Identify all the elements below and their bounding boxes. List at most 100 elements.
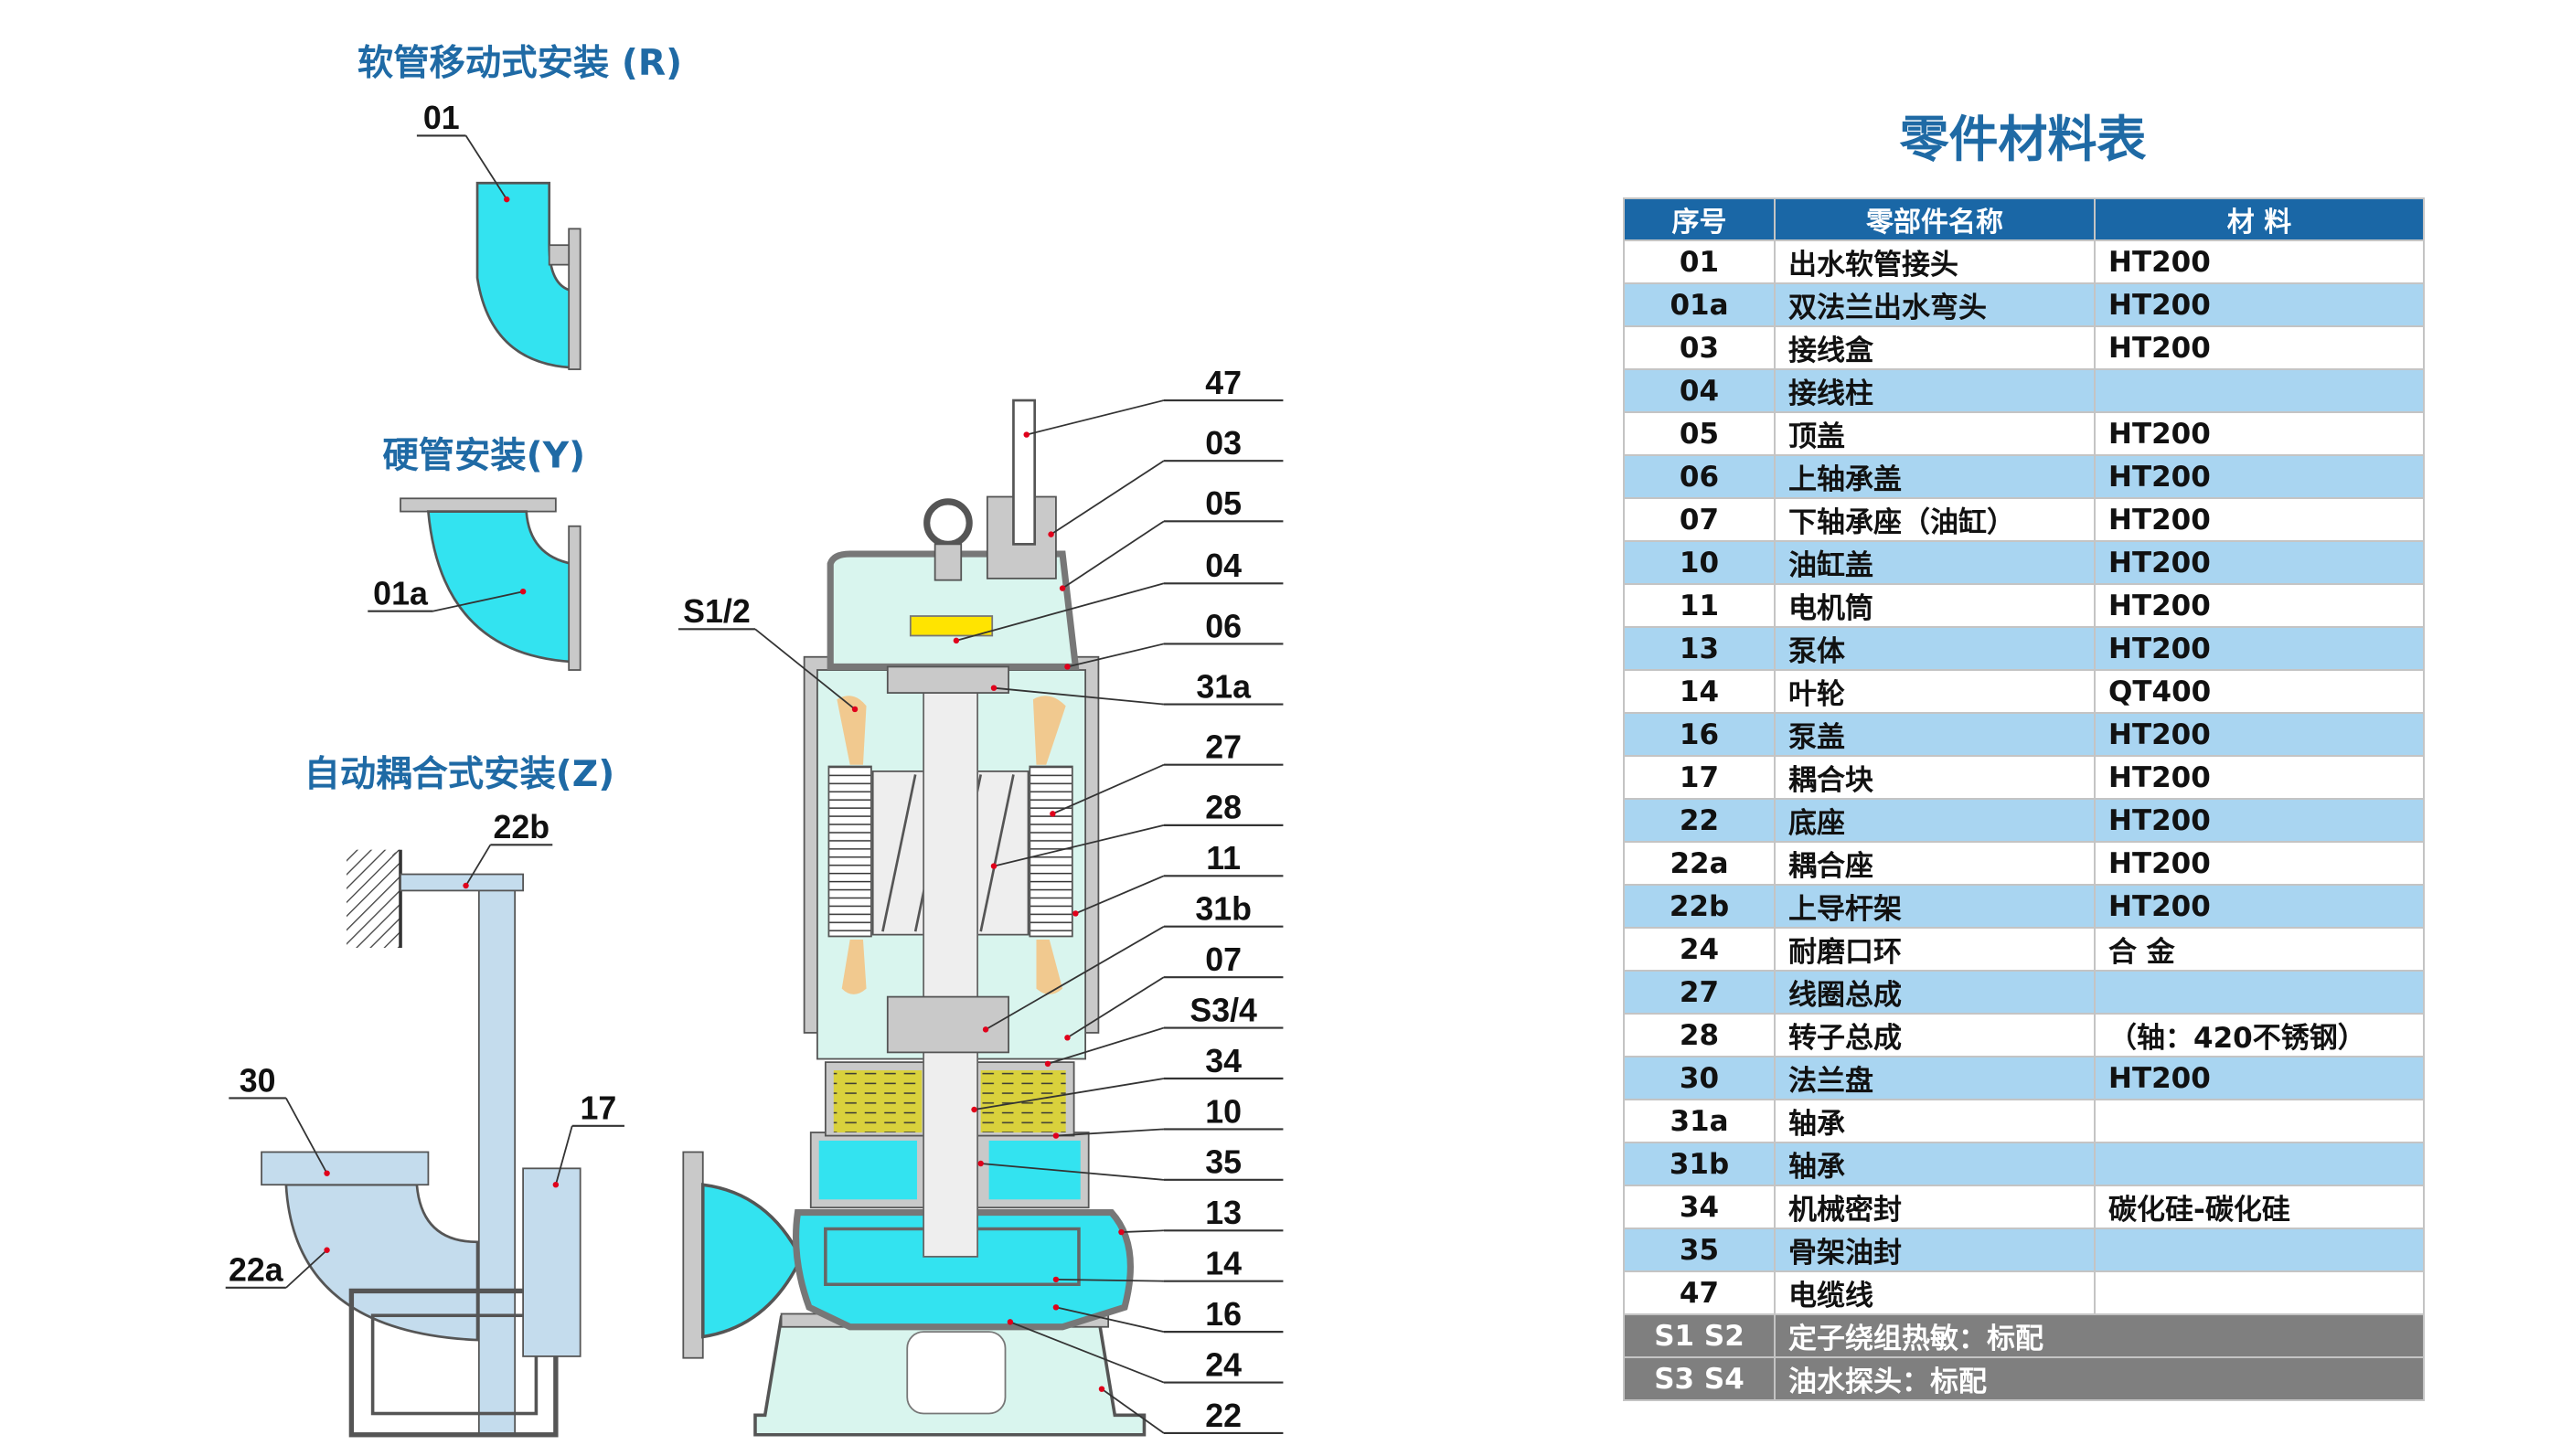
- callout-leader: [993, 824, 1165, 867]
- callout-dot: [463, 882, 469, 889]
- heading-hose-install: 软管移动式安装 (R): [357, 42, 682, 84]
- callout-leader: [980, 1163, 1165, 1181]
- callout-label: 13: [1205, 1195, 1242, 1231]
- callout-label: 04: [1205, 547, 1242, 584]
- cell-name: 出水软管接头: [1774, 239, 2096, 284]
- table-row: 31a 轴承: [1623, 1099, 2425, 1143]
- cell-no: 04: [1623, 368, 1776, 413]
- cell-name: 耦合块: [1774, 755, 2096, 800]
- callout-dot: [1098, 1386, 1105, 1392]
- callout-label: 06: [1205, 608, 1242, 644]
- table-row: 31b 轴承: [1623, 1142, 2425, 1186]
- callout-dot: [324, 1247, 330, 1253]
- cell-material: 碳化硅-碳化硅: [2094, 1185, 2425, 1229]
- note-text: 定子绕组热敏：标配: [1774, 1313, 2425, 1358]
- callout-dot: [1064, 664, 1071, 670]
- table-row: 04 接线柱: [1623, 368, 2425, 413]
- cell-material: HT200: [2094, 884, 2425, 929]
- cell-no: 22a: [1623, 841, 1776, 886]
- table-row: 35 骨架油封: [1623, 1228, 2425, 1272]
- callout-dot: [1044, 1060, 1051, 1068]
- cell-name: 耐磨口环: [1774, 927, 2096, 972]
- callout-leader: [464, 134, 507, 200]
- cell-no: 27: [1623, 970, 1776, 1015]
- callout-leader: [432, 590, 524, 612]
- callout-label: S1/2: [683, 593, 751, 630]
- callout-leader: [1066, 976, 1165, 1039]
- cell-no: 03: [1623, 325, 1776, 370]
- callout-label: 17: [580, 1090, 616, 1127]
- header-part-name: 零部件名称: [1774, 197, 2096, 241]
- cell-name: 接线盒: [1774, 325, 2096, 370]
- callout-dot: [519, 588, 527, 595]
- callout-leader: [974, 1078, 1165, 1111]
- callout-label: 16: [1205, 1296, 1242, 1333]
- callout-dot: [1050, 811, 1056, 817]
- callout-label: 27: [1205, 729, 1242, 766]
- cell-name: 双法兰出水弯头: [1774, 282, 2096, 327]
- table-row: 28 转子总成 （轴：420不锈钢）: [1623, 1013, 2425, 1057]
- callout-leader: [1026, 399, 1165, 436]
- cell-material: HT200: [2094, 239, 2425, 284]
- cell-no: 24: [1623, 927, 1776, 972]
- table-row: 05 顶盖 HT200: [1623, 411, 2425, 456]
- table-row: 06 上轴承盖 HT200: [1623, 454, 2425, 499]
- cell-material: HT200: [2094, 626, 2425, 671]
- parts-table-title: 零件材料表: [1899, 111, 2147, 168]
- callout-label: 24: [1205, 1346, 1242, 1383]
- cell-name: 顶盖: [1774, 411, 2096, 456]
- cell-name: 接线柱: [1774, 368, 2096, 413]
- cell-material: HT200: [2094, 282, 2425, 327]
- cell-no: 13: [1623, 626, 1776, 671]
- callout-label: 47: [1205, 365, 1242, 401]
- cell-material: HT200: [2094, 497, 2425, 542]
- callout-dot: [1007, 1319, 1014, 1325]
- callout-label: 31b: [1195, 891, 1252, 928]
- callout-label: S3/4: [1190, 992, 1257, 1028]
- table-row: 34 机械密封 碳化硅-碳化硅: [1623, 1185, 2425, 1229]
- cell-name: 底座: [1774, 798, 2096, 843]
- callout-label: 07: [1205, 941, 1242, 978]
- cell-material: HT200: [2094, 798, 2425, 843]
- callout-label: 05: [1205, 485, 1242, 522]
- table-row: 16 泵盖 HT200: [1623, 712, 2425, 757]
- callout-leader: [1047, 1026, 1165, 1065]
- callout-label: 10: [1205, 1093, 1242, 1130]
- callout-leader: [754, 628, 856, 710]
- heading-rigid-install: 硬管安装(Y): [382, 434, 585, 476]
- table-row: 01a 双法兰出水弯头 HT200: [1623, 282, 2425, 327]
- cell-no: 14: [1623, 669, 1776, 714]
- cell-no: 06: [1623, 454, 1776, 499]
- cell-material: （轴：420不锈钢）: [2094, 1013, 2425, 1057]
- cell-no: 17: [1623, 755, 1776, 800]
- callout-dot: [552, 1181, 560, 1188]
- table-row: 11 电机筒 HT200: [1623, 583, 2425, 628]
- table-row: 17 耦合块 HT200: [1623, 755, 2425, 800]
- callout-leader: [285, 1098, 328, 1174]
- cell-material: HT200: [2094, 755, 2425, 800]
- cell-no: 10: [1623, 540, 1776, 585]
- cell-name: 轴承: [1774, 1099, 2096, 1143]
- cell-material: 合 金: [2094, 927, 2425, 972]
- callout-dot: [1118, 1228, 1125, 1236]
- cell-no: 16: [1623, 712, 1776, 757]
- callout-dot: [1059, 585, 1066, 591]
- callout-dot: [982, 1026, 989, 1033]
- callout-label: 34: [1205, 1043, 1242, 1079]
- callout-leader: [464, 844, 492, 887]
- cell-no: 34: [1623, 1185, 1776, 1229]
- callout-leader: [1075, 875, 1165, 915]
- cell-no: 01a: [1623, 282, 1776, 327]
- callout-leader: [1051, 460, 1165, 536]
- cell-no: 22: [1623, 798, 1776, 843]
- cell-no: 11: [1623, 583, 1776, 628]
- note-code: S1 S2: [1623, 1313, 1776, 1358]
- cell-material: QT400: [2094, 669, 2425, 714]
- pump-cross-section: [682, 399, 1147, 1437]
- cell-no: 22b: [1623, 884, 1776, 929]
- cell-name: 下轴承座（油缸）: [1774, 497, 2096, 542]
- callout-leader: [1067, 643, 1165, 668]
- callout-label: 03: [1205, 425, 1242, 462]
- cell-name: 电缆线: [1774, 1270, 2096, 1315]
- callout-leader: [985, 925, 1165, 1031]
